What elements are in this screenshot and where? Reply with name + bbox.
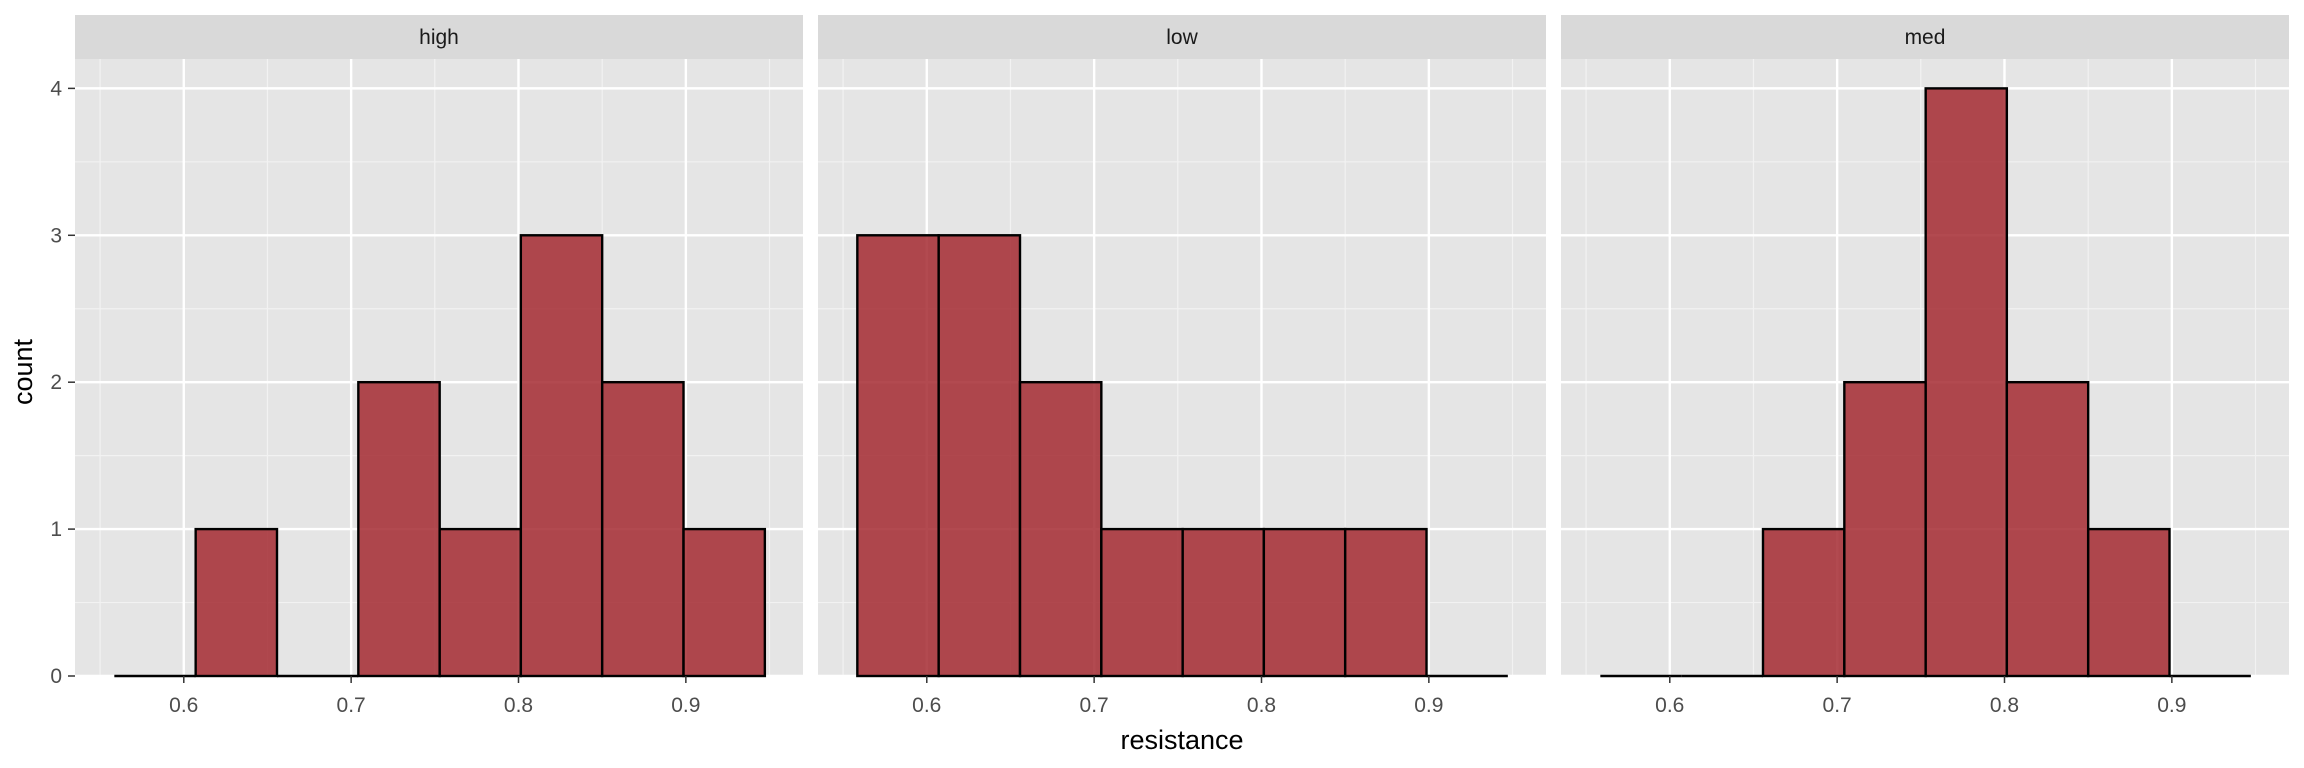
histogram-bar <box>1262 527 1347 678</box>
facet-strip-label: high <box>419 26 459 49</box>
facet-strip-label: low <box>1166 26 1198 49</box>
histogram-bar <box>519 234 604 678</box>
y-tick-label: 2 <box>50 371 62 394</box>
histogram-bar <box>600 380 685 678</box>
histogram-bar <box>1761 527 1846 678</box>
histogram-bar <box>2086 527 2171 678</box>
facet-strip <box>1561 15 2289 59</box>
facet-panels: 0 1 2 3 4 high 0.6 0.7 0.8 0.9 low 0.6 0.7 0.8 0.9 med 0… <box>50 15 2289 717</box>
histogram-bar <box>682 527 767 678</box>
x-tick-label: 0.9 <box>671 694 700 717</box>
facet-panel-low: low 0.6 0.7 0.8 0.9 <box>818 15 1546 717</box>
x-tick-label: 0.9 <box>2157 694 2186 717</box>
x-tick-label: 0.6 <box>169 694 198 717</box>
histogram-bar <box>1100 527 1184 678</box>
x-tick-label: 0.8 <box>504 694 533 717</box>
facet-strip <box>818 15 1546 59</box>
facet-strip-label: med <box>1905 26 1946 49</box>
x-tick-label: 0.6 <box>1655 694 1684 717</box>
x-tick-label: 0.7 <box>1080 694 1109 717</box>
x-tick-label: 0.8 <box>1247 694 1276 717</box>
histogram-bar <box>194 527 279 678</box>
histogram-bar <box>1343 527 1428 678</box>
y-tick-label: 0 <box>50 665 62 688</box>
x-axis-title: resistance <box>1120 725 1243 755</box>
facet-strip <box>75 15 803 59</box>
histogram-bar <box>2005 380 2090 678</box>
histogram-bar <box>438 527 523 678</box>
y-tick-label: 1 <box>50 518 62 541</box>
histogram-bar <box>1181 527 1266 678</box>
y-tick-label: 3 <box>50 224 62 247</box>
x-tick-label: 0.9 <box>1414 694 1443 717</box>
x-tick-label: 0.6 <box>912 694 941 717</box>
histogram-bar <box>1843 380 1927 678</box>
x-tick-label: 0.7 <box>337 694 366 717</box>
histogram-bar <box>856 234 940 678</box>
x-tick-label: 0.7 <box>1823 694 1852 717</box>
facet-panel-high: high 0.6 0.7 0.8 0.9 <box>75 15 803 717</box>
histogram-bar <box>937 234 1022 678</box>
facet-panel-med: med 0.6 0.7 0.8 0.9 <box>1561 15 2289 717</box>
histogram-bar <box>1924 87 2009 678</box>
histogram-bar <box>1018 380 1103 678</box>
y-axis-title: count <box>8 338 38 405</box>
x-tick-label: 0.8 <box>1990 694 2019 717</box>
y-tick-label: 4 <box>50 77 62 100</box>
histogram-bar <box>357 380 441 678</box>
